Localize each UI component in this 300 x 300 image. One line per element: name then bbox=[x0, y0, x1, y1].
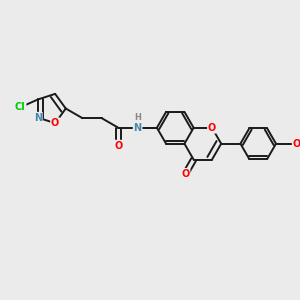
Text: O: O bbox=[208, 123, 216, 133]
Text: O: O bbox=[51, 118, 59, 128]
Text: O: O bbox=[114, 141, 122, 151]
Text: Cl: Cl bbox=[15, 102, 26, 112]
Text: N: N bbox=[34, 112, 42, 123]
Text: O: O bbox=[292, 139, 300, 149]
Text: H: H bbox=[134, 113, 141, 122]
Text: O: O bbox=[182, 169, 190, 179]
Text: N: N bbox=[134, 123, 142, 133]
